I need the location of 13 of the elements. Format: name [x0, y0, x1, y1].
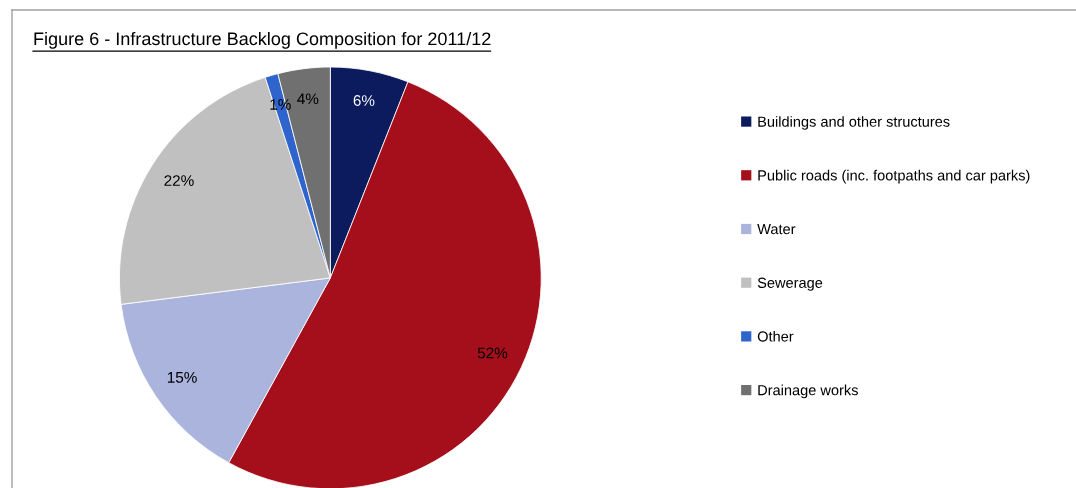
chart-title: Figure 6 - Infrastructure Backlog Composition for 2011/12: [34, 31, 491, 49]
data-label: 15%: [167, 372, 197, 383]
legend-label: Other: [757, 330, 794, 342]
legend-label: Sewerage: [757, 277, 823, 291]
data-label: 22%: [164, 175, 194, 186]
legend-label: Public roads (inc. footpaths and car parks): [758, 169, 1030, 184]
legend-label: Buildings and other structures: [758, 116, 950, 130]
data-label: 52%: [477, 347, 508, 359]
legend-label: Drainage works: [758, 384, 858, 399]
data-label: 4%: [297, 93, 319, 105]
data-label: 1%: [270, 99, 291, 110]
data-label: 6%: [353, 95, 375, 106]
legend-label: Water: [757, 224, 796, 235]
